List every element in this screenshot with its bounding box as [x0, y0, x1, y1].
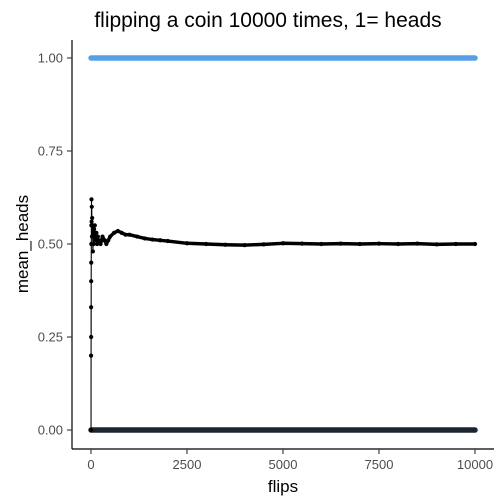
running-mean-point [104, 241, 109, 247]
y-tick-label: 0.50 [38, 237, 63, 252]
running-mean-point [89, 334, 94, 340]
running-mean-point [376, 241, 382, 246]
running-mean-point [204, 241, 209, 247]
running-mean-point [90, 215, 95, 221]
running-mean-point [88, 427, 94, 433]
running-mean-point [89, 204, 94, 209]
running-mean-point [242, 243, 247, 248]
x-tick-label: 7500 [365, 457, 394, 472]
running-mean-point [319, 241, 324, 247]
running-mean-point [158, 238, 163, 243]
running-mean-line [90, 198, 475, 431]
y-tick-label: 0.25 [38, 330, 63, 345]
running-mean-point [95, 234, 101, 239]
plot-area: 0 2500 5000 7500 10000 0.00 0.25 0.50 0.75 1.00 [38, 40, 494, 472]
running-mean-point [89, 260, 94, 265]
running-mean-point [472, 241, 478, 247]
running-mean-point [108, 234, 113, 239]
running-mean-point [184, 241, 190, 246]
running-mean-point [102, 238, 107, 243]
running-mean-point [94, 230, 99, 235]
running-mean-point [165, 238, 170, 244]
y-tick-label: 0.75 [38, 144, 63, 159]
running-mean-point [280, 241, 286, 246]
running-mean-point [91, 241, 96, 247]
running-mean-point [88, 353, 94, 358]
running-mean-point [300, 241, 305, 246]
running-mean-point [100, 234, 105, 239]
running-mean-point [89, 279, 94, 284]
y-tick-label: 0.00 [38, 423, 63, 438]
running-mean-point [89, 197, 94, 202]
running-mean-point [93, 238, 98, 243]
running-mean-point [453, 241, 458, 247]
series-layer [88, 55, 478, 433]
running-mean-point [98, 241, 103, 247]
running-mean-point [150, 237, 155, 242]
x-tick-label: 2500 [173, 457, 202, 472]
y-axis-ticks: 0.00 0.25 0.50 0.75 1.00 [38, 51, 72, 438]
chart-title: flipping a coin 10000 times, 1= heads [94, 9, 441, 32]
running-mean-point [415, 241, 420, 246]
y-tick-label: 1.00 [38, 51, 63, 66]
running-mean-point [357, 241, 362, 247]
running-mean-point [119, 230, 124, 235]
running-mean-point [127, 232, 132, 237]
running-mean-point [115, 228, 120, 234]
running-mean-point [223, 242, 228, 247]
running-mean-point [106, 238, 111, 243]
running-mean-point [134, 234, 140, 239]
running-mean-point [261, 242, 266, 247]
running-mean-point [89, 219, 94, 224]
running-mean-point [142, 236, 147, 241]
running-mean-point [91, 227, 97, 232]
x-tick-label: 5000 [269, 457, 298, 472]
running-mean-point [111, 230, 117, 235]
running-mean-point [89, 305, 94, 310]
running-mean-point [92, 223, 97, 228]
running-mean-point [434, 242, 439, 247]
running-mean-point [95, 241, 100, 247]
running-mean-point [338, 241, 343, 246]
running-mean-point [123, 232, 128, 237]
running-mean-point [91, 230, 96, 235]
running-mean-point [92, 234, 97, 239]
x-axis-ticks: 0 2500 5000 7500 10000 [87, 449, 493, 472]
running-mean-point [96, 238, 101, 243]
running-mean-point [90, 249, 96, 254]
y-axis-title: mean_heads [13, 195, 32, 293]
running-mean-point [396, 241, 401, 247]
x-axis-title: flips [268, 477, 298, 496]
x-tick-label: 10000 [457, 457, 493, 472]
x-tick-label: 0 [87, 457, 94, 472]
